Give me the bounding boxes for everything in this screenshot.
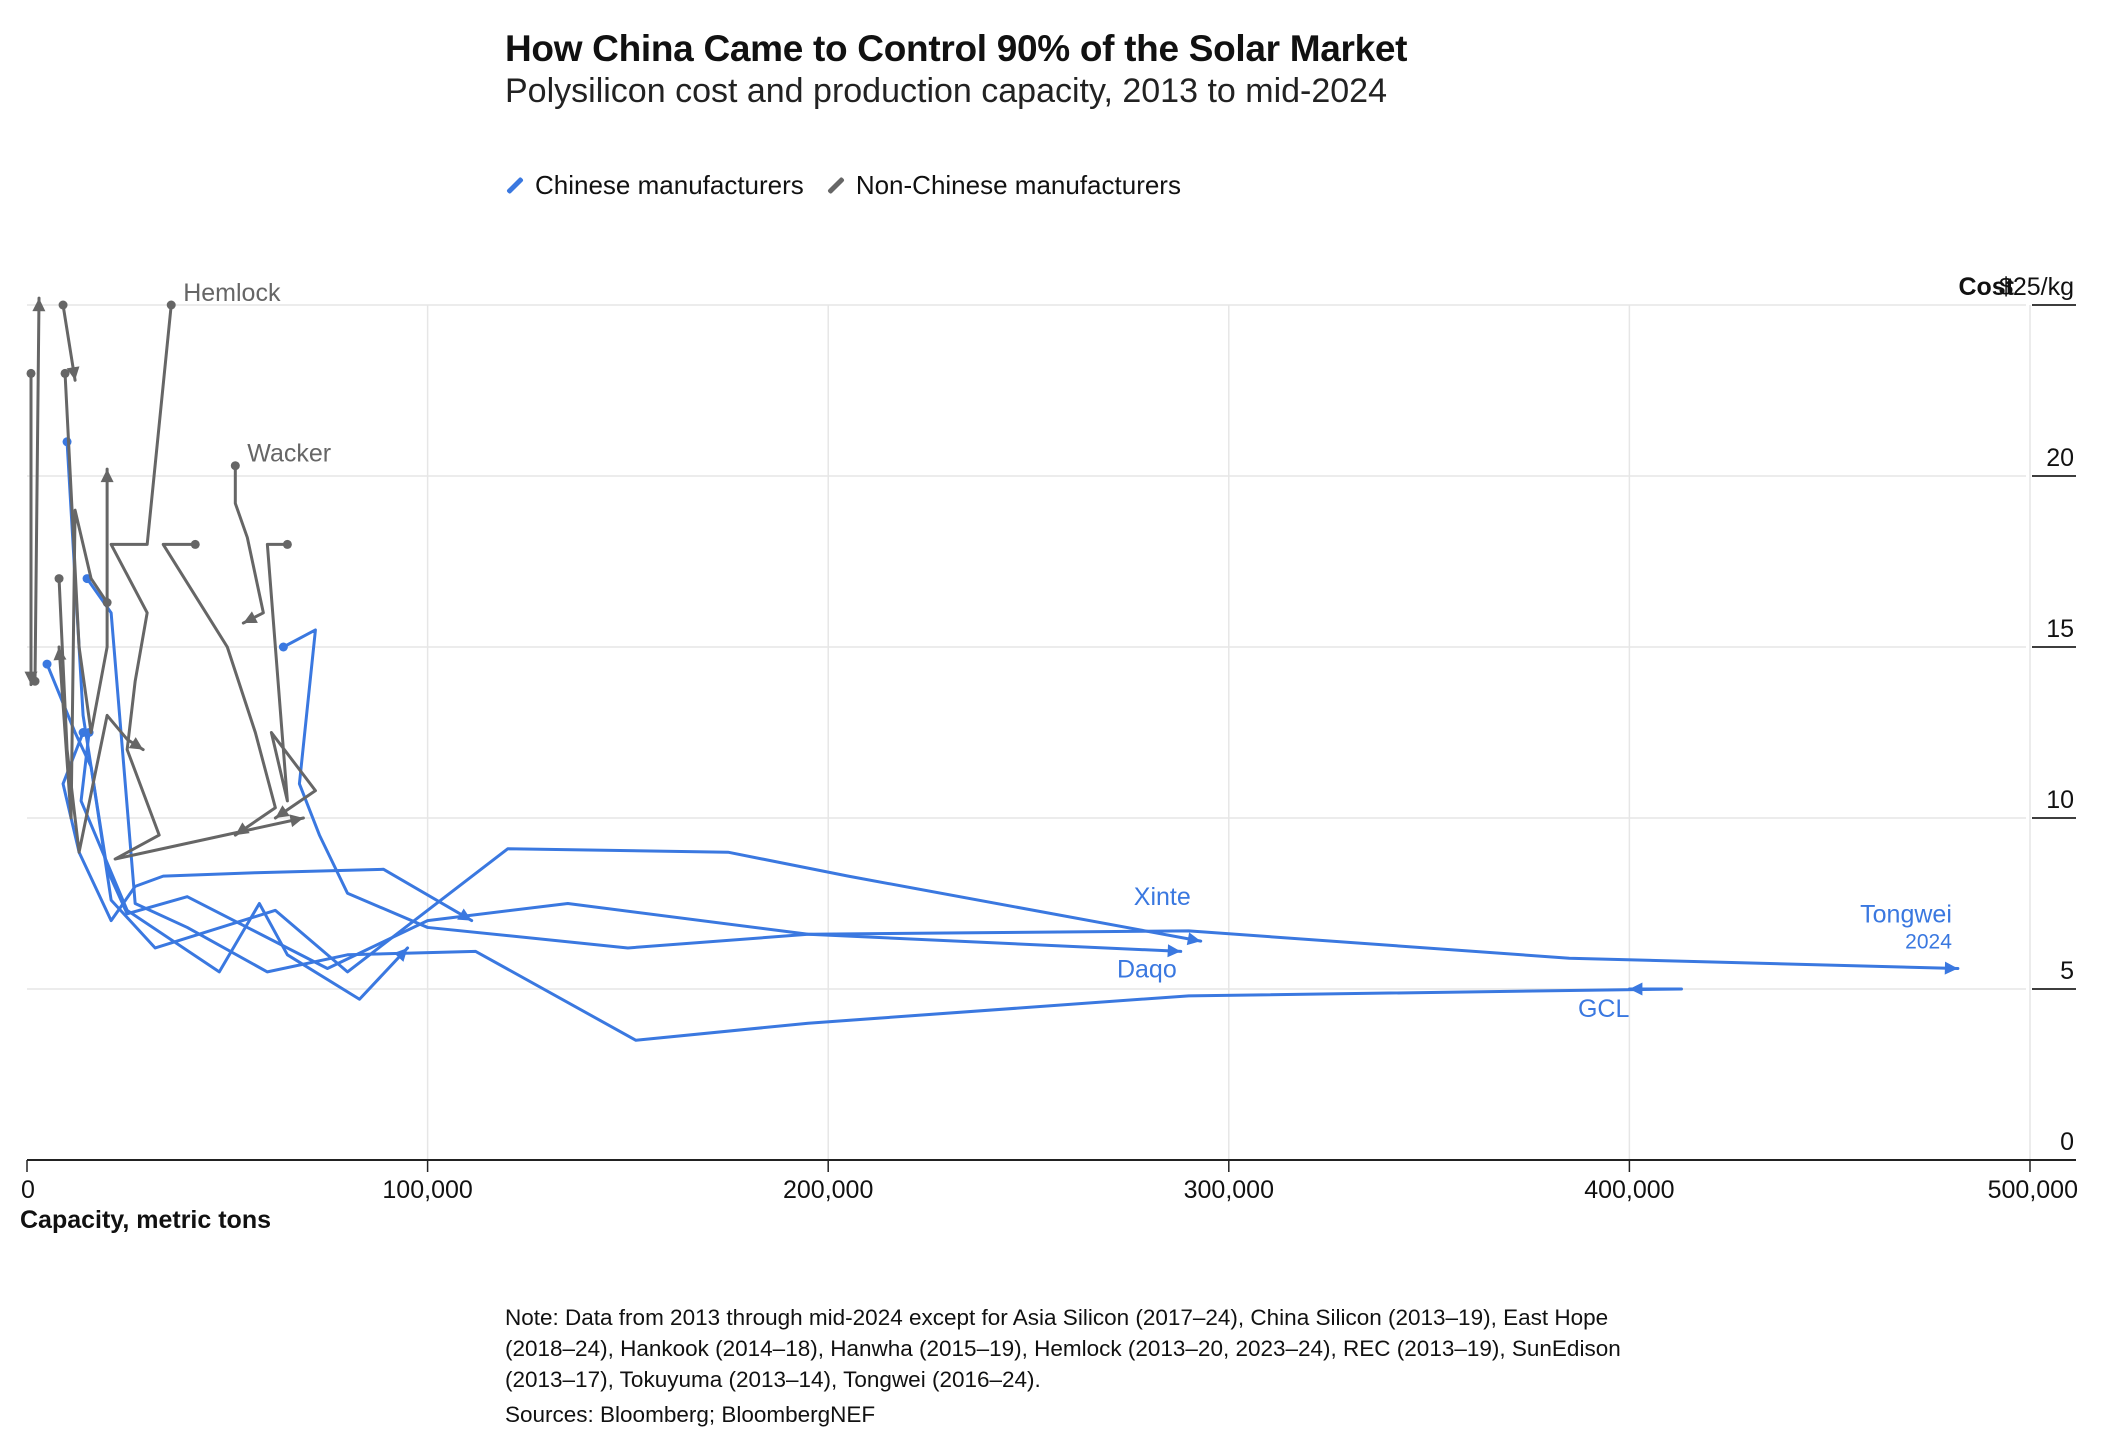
series-start-dot-xinte xyxy=(42,659,52,669)
series-line-non-chinese-other-8 xyxy=(57,577,145,854)
chart-subtitle: Polysilicon cost and production capacity… xyxy=(505,72,1387,110)
series-line-non-chinese-other-5 xyxy=(33,296,41,683)
series-start-dot-non-chinese-other-5 xyxy=(30,676,40,686)
y-tick-label: 0 xyxy=(2060,1128,2074,1156)
series-arrow-non-chinese-other-3 xyxy=(66,366,80,381)
series-line-non-chinese-other-2 xyxy=(265,542,317,820)
series-start-dot-non-chinese-other-3 xyxy=(58,300,68,310)
series-arrow-non-chinese-other-5 xyxy=(32,298,46,312)
series-label-daqo: Daqo xyxy=(1117,955,1177,983)
axis-layer: 0 100,000 200,000 300,000 400,000 500,000 0 5 10… xyxy=(20,273,2078,1234)
y-tick-label: 20 xyxy=(2046,444,2074,472)
x-tick-label: 400,000 xyxy=(1584,1176,1674,1204)
legend-label-non-chinese: Non-Chinese manufacturers xyxy=(855,170,1181,200)
series-start-dot-non-chinese-other-2 xyxy=(282,539,292,549)
legend-item-non-chinese: Non-Chinese manufacturers xyxy=(826,170,1181,201)
grid-layer xyxy=(27,304,2031,1160)
legend: Chinese manufacturers Non-Chinese manufa… xyxy=(505,170,1181,201)
series-line-non-chinese-other xyxy=(161,542,277,837)
y-tick-label: $25/kg xyxy=(1999,273,2074,301)
series-arrow-non-chinese-other xyxy=(235,822,250,836)
series-start-dot-wacker xyxy=(230,461,240,471)
series-start-dot-non-chinese-other xyxy=(190,539,200,549)
series-arrow-wacker xyxy=(243,611,258,624)
chart-svg: 0 100,000 200,000 300,000 400,000 500,000 0 5 10… xyxy=(20,273,2078,1234)
chart-sources: Sources: Bloomberg; BloombergNEF xyxy=(505,1402,876,1427)
series-arrow-tongwei xyxy=(1944,961,1958,975)
series-start-dot-non-chinese-other-6 xyxy=(60,368,70,378)
series-arrow-non-chinese-other-6 xyxy=(100,469,114,483)
series-start-dot-non-chinese-other-7 xyxy=(102,598,112,608)
series-label-hemlock: Hemlock xyxy=(183,279,281,307)
series-layer xyxy=(24,296,1960,1042)
series-line-tongwei xyxy=(281,628,1960,970)
legend-label-chinese: Chinese manufacturers xyxy=(535,170,804,200)
series-start-dot-non-chinese-other-4 xyxy=(26,368,36,378)
series-arrow-non-chinese-other-8 xyxy=(128,737,144,750)
chart-title: How China Came to Control 90% of the Sol… xyxy=(505,28,1408,69)
y-tick-label: 10 xyxy=(2046,786,2074,814)
series-start-dot-tongwei xyxy=(278,642,288,652)
y-axis-title: Cost xyxy=(1958,273,2014,301)
series-label-xinte: Xinte xyxy=(1134,883,1191,911)
series-line-wacker xyxy=(233,464,265,625)
y-tick-label: 15 xyxy=(2046,615,2074,643)
series-line-daqo xyxy=(65,440,1183,970)
x-tick-label: 0 xyxy=(21,1176,35,1204)
series-line-hemlock xyxy=(109,303,305,861)
series-line-chinese-other-2 xyxy=(79,731,410,1001)
x-tick-label: 500,000 xyxy=(1988,1176,2078,1204)
x-tick-label: 300,000 xyxy=(1184,1176,1274,1204)
series-line-chinese-other xyxy=(61,731,474,923)
series-line-gcl xyxy=(85,577,1683,1042)
series-arrow-hemlock xyxy=(289,814,304,828)
series-label-tongwei: Tongwei xyxy=(1860,900,1952,928)
y-tick-label: 5 xyxy=(2060,957,2074,985)
x-axis-title: Capacity, metric tons xyxy=(20,1206,271,1234)
x-tick-label: 100,000 xyxy=(382,1176,472,1204)
series-arrow-gcl xyxy=(1629,982,1643,996)
series-arrow-chinese-other xyxy=(457,908,472,921)
chart-note: Note: Data from 2013 through mid-2024 ex… xyxy=(505,1305,1621,1392)
series-start-dot-non-chinese-other-8 xyxy=(54,574,64,584)
series-label-wacker: Wacker xyxy=(247,440,331,468)
legend-item-chinese: Chinese manufacturers xyxy=(505,170,804,201)
series-arrow-xinte xyxy=(1186,932,1201,946)
series-arrow-non-chinese-other-2 xyxy=(275,805,290,818)
x-tick-label: 200,000 xyxy=(783,1176,873,1204)
series-arrow-non-chinese-other-7 xyxy=(53,647,67,661)
series-sublabel-tongwei: 2024 xyxy=(1905,930,1952,953)
series-arrow-chinese-other-2 xyxy=(393,947,408,962)
series-label-gcl: GCL xyxy=(1578,995,1630,1023)
series-start-dot-hemlock xyxy=(166,300,176,310)
series-arrow-daqo xyxy=(1167,944,1181,958)
